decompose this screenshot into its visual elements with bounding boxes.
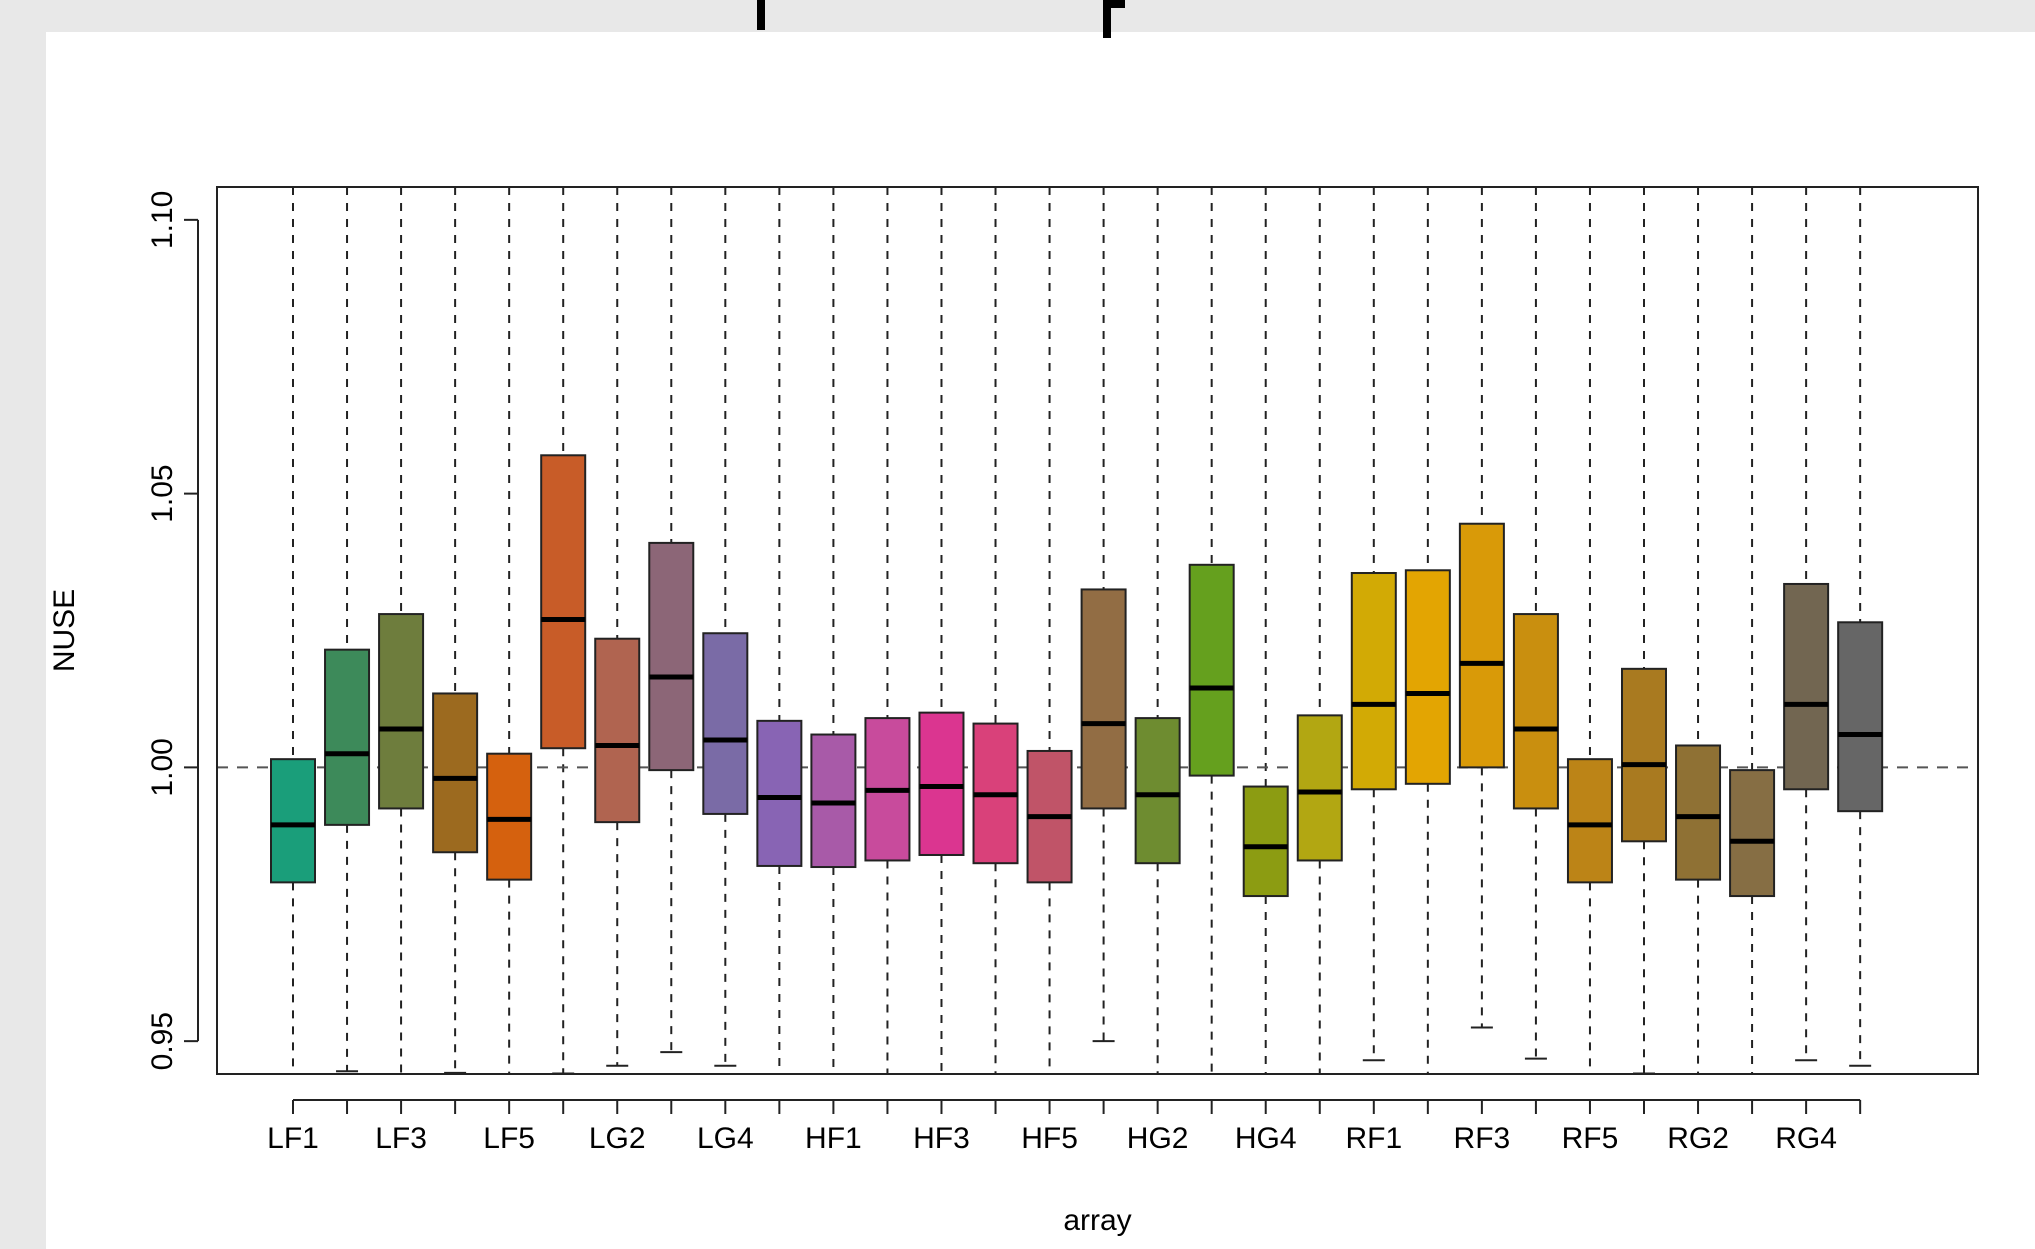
y-tick-label: 1.00 — [146, 738, 179, 796]
x-tick-label: RG2 — [1667, 1122, 1729, 1155]
y-tick-label: 0.95 — [146, 1012, 179, 1070]
y-tick-label: 1.10 — [146, 191, 179, 249]
x-tick-label: HG4 — [1235, 1122, 1297, 1155]
box — [1188, 563, 1235, 777]
x-tick-label: LF1 — [267, 1122, 319, 1155]
box — [324, 648, 371, 826]
x-tick-label: LF3 — [375, 1122, 427, 1155]
box — [1242, 785, 1289, 898]
box — [1837, 621, 1884, 813]
box — [756, 719, 803, 867]
x-tick-label: LG2 — [589, 1122, 646, 1155]
boxes-layer — [270, 454, 1884, 898]
box — [1675, 744, 1722, 881]
x-tick-label: RF1 — [1345, 1122, 1402, 1155]
whiskers-layer — [292, 187, 1872, 1075]
box — [1134, 717, 1181, 865]
box — [648, 541, 695, 772]
x-tick-label: HF3 — [913, 1122, 970, 1155]
x-tick-label: RF5 — [1562, 1122, 1619, 1155]
box — [1783, 582, 1830, 791]
box — [1404, 569, 1451, 785]
x-tick-label: HF5 — [1021, 1122, 1078, 1155]
box — [702, 632, 749, 815]
x-axis: LF1 LF3 LF5 LG2 LG4 HF1 HF3 HF5 HG2 HG4 RF1 RF3 RF5 R… — [267, 1099, 1862, 1155]
y-axis-label: NUSE — [48, 589, 81, 672]
x-tick-label: LF5 — [483, 1122, 535, 1155]
cropped-top-mark-right — [1103, 0, 1125, 38]
x-axis-label: array — [1063, 1204, 1131, 1237]
chart-panel: 0.95 1.00 1.05 1.10 LF1 LF3 LF5 LG2 LG4 HF1 HF3 HF… — [46, 32, 2035, 1249]
box — [1621, 667, 1667, 843]
box — [378, 613, 425, 810]
box — [1512, 613, 1559, 810]
box — [594, 637, 641, 824]
box — [1080, 588, 1127, 810]
box — [918, 711, 965, 856]
box — [1566, 758, 1613, 884]
box — [1350, 572, 1397, 791]
x-tick-label: HG2 — [1127, 1122, 1189, 1155]
box — [270, 758, 316, 884]
box — [1729, 769, 1776, 898]
cropped-top-mark-left — [745, 0, 765, 30]
box — [1458, 522, 1505, 769]
boxplot-chart: 0.95 1.00 1.05 1.10 LF1 LF3 LF5 LG2 LG4 HF1 HF3 HF… — [48, 186, 1979, 1237]
box — [540, 454, 587, 750]
x-tick-label: HF1 — [805, 1122, 862, 1155]
box — [432, 692, 479, 854]
box — [1296, 714, 1343, 862]
plot-frame — [216, 186, 1979, 1075]
x-tick-label: RG4 — [1775, 1122, 1837, 1155]
x-tick-label: LG4 — [697, 1122, 754, 1155]
box — [486, 752, 533, 881]
y-axis: 0.95 1.00 1.05 1.10 — [146, 191, 199, 1070]
y-tick-label: 1.05 — [146, 464, 179, 522]
x-tick-label: RF3 — [1454, 1122, 1511, 1155]
